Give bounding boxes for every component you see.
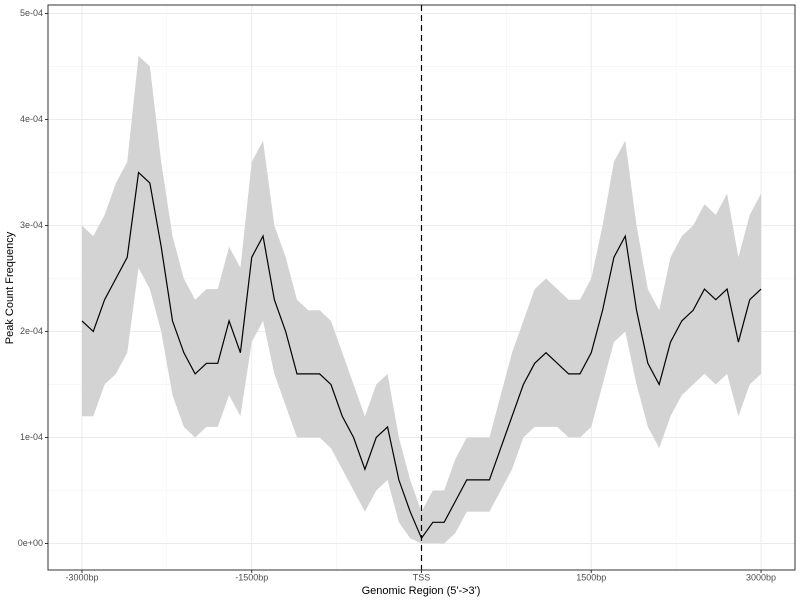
- y-tick-label: 1e-04: [20, 432, 43, 442]
- x-tick-label: 3000bp: [746, 572, 776, 582]
- x-tick-label: TSS: [413, 572, 431, 582]
- y-tick-label: 3e-04: [20, 220, 43, 230]
- x-tick-label: -1500bp: [235, 572, 268, 582]
- y-axis-title: Peak Count Frequency: [4, 231, 16, 344]
- y-tick-label: 5e-04: [20, 8, 43, 18]
- x-tick-label: 1500bp: [576, 572, 606, 582]
- y-tick-label: 4e-04: [20, 114, 43, 124]
- y-tick-label: 0e+00: [18, 538, 43, 548]
- confidence-band: [81, 55, 762, 544]
- plot-border: [47, 4, 796, 571]
- x-axis-title: Genomic Region (5'->3'): [362, 585, 481, 597]
- y-tick-label: 2e-04: [20, 326, 43, 336]
- x-tick-label: -3000bp: [65, 572, 98, 582]
